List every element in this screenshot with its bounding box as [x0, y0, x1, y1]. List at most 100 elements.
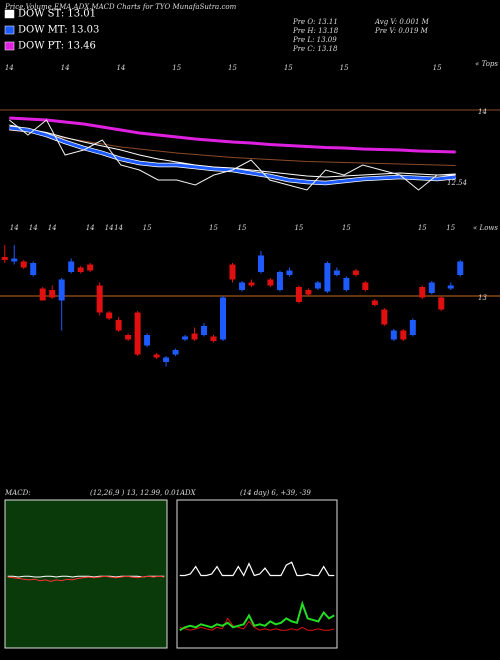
- candle-body: [419, 287, 426, 298]
- panel-title: MACD:: [4, 489, 31, 497]
- candle-body: [77, 267, 84, 272]
- candle-body: [144, 335, 151, 346]
- x-tick-label: 14: [86, 224, 95, 232]
- x-tick-label: 15: [143, 224, 152, 232]
- legend-swatch: [4, 41, 15, 51]
- candle-body: [20, 261, 27, 268]
- candle-body: [238, 282, 245, 290]
- x-tick-label: 15: [294, 224, 303, 232]
- candle-body: [381, 309, 388, 325]
- x-tick-label: 15: [172, 64, 181, 72]
- candle-body: [248, 282, 255, 286]
- candle-body: [172, 350, 179, 355]
- candle-body: [163, 357, 170, 362]
- candle-body: [210, 336, 217, 341]
- candle-body: [58, 279, 65, 301]
- volume-stat: Avg V: 0.001 M: [374, 18, 430, 26]
- panel-subtitle: (14 day) 6, +39, -39: [240, 489, 311, 497]
- candle-body: [267, 279, 274, 286]
- price-stat: Pre C: 13.18: [292, 45, 338, 53]
- corner-label: « Lows: [473, 224, 498, 232]
- legend-label: DOW MT: 13.03: [18, 25, 99, 36]
- panel-background: [4, 499, 168, 649]
- candle-body: [39, 288, 46, 301]
- chart-title: Price,Volume,EMA,ADX,MACD Charts for TYO…: [4, 3, 237, 11]
- x-tick-label: 15: [446, 224, 455, 232]
- candle-body: [457, 261, 464, 275]
- y-tick-label: 14: [478, 108, 487, 116]
- legend-label: DOW ST: 13.01: [18, 9, 96, 20]
- legend-swatch: [4, 25, 15, 35]
- candle-body: [390, 330, 397, 340]
- candle-body: [438, 297, 445, 310]
- panel-subtitle: (12,26,9 ) 13, 12.99, 0.01: [90, 489, 180, 497]
- candle-body: [11, 258, 18, 262]
- candle-body: [371, 300, 378, 305]
- series-line: [179, 600, 335, 632]
- y-tick-label: 13: [478, 294, 487, 302]
- series-line: [7, 575, 165, 578]
- x-tick-label: 14: [10, 224, 19, 232]
- x-tick-label: 14: [5, 64, 14, 72]
- x-tick-label: 15: [228, 64, 237, 72]
- candle-body: [295, 287, 302, 302]
- x-tick-label: 14: [61, 64, 70, 72]
- candle-body: [134, 312, 141, 355]
- candle-body: [125, 335, 132, 340]
- candle-body: [96, 285, 103, 313]
- candle-body: [343, 278, 350, 290]
- candle-body: [229, 264, 236, 280]
- x-tick-label: 15: [238, 224, 247, 232]
- series-line: [9, 116, 456, 154]
- series-line: [9, 129, 456, 166]
- candle-body: [400, 330, 407, 340]
- line-outline: [9, 125, 456, 186]
- candle-body: [106, 312, 113, 319]
- candle-body: [305, 290, 312, 295]
- candle-body: [447, 285, 454, 289]
- candle-body: [333, 270, 340, 275]
- candle-body: [87, 264, 94, 271]
- candle-body: [68, 261, 75, 272]
- price-stat: Pre O: 13.11: [292, 18, 338, 26]
- candle-body: [30, 263, 37, 275]
- x-tick-label: 15: [340, 64, 349, 72]
- x-tick-label: 14: [29, 224, 38, 232]
- candle-body: [314, 282, 321, 289]
- series-line: [179, 561, 335, 577]
- x-tick-label: 15: [433, 64, 442, 72]
- candle-body: [362, 282, 369, 290]
- candle-body: [49, 290, 56, 298]
- candle-body: [352, 270, 359, 275]
- candle-body: [276, 272, 283, 290]
- candle-body: [191, 333, 198, 340]
- series-line: [7, 575, 165, 582]
- x-tick-label: 15: [209, 224, 218, 232]
- candle-body: [220, 297, 227, 340]
- legend-swatch: [4, 9, 15, 19]
- candle-body: [153, 354, 160, 358]
- candle-body: [409, 320, 416, 335]
- corner-label: « Tops: [475, 60, 498, 68]
- price-stat: Pre H: 13.18: [292, 27, 339, 35]
- x-tick-label: 15: [418, 224, 427, 232]
- series-line: [8, 119, 456, 191]
- x-tick-label: 14: [116, 64, 125, 72]
- candle-body: [324, 263, 331, 292]
- series-line: [9, 126, 456, 185]
- candle-body: [115, 320, 122, 331]
- x-tick-label: 15: [342, 224, 351, 232]
- price-stat: Pre L: 13.09: [292, 36, 337, 44]
- candle-body: [428, 282, 435, 293]
- x-tick-label: 14: [105, 224, 114, 232]
- volume-stat: Pre V: 0.019 M: [374, 27, 429, 35]
- candle-body: [201, 326, 208, 335]
- candle-body: [1, 257, 8, 260]
- x-tick-label: 15: [284, 64, 293, 72]
- panel-background: [176, 499, 338, 649]
- x-tick-label: 14: [114, 224, 123, 232]
- series-line: [179, 617, 335, 631]
- x-tick-label: 14: [48, 224, 57, 232]
